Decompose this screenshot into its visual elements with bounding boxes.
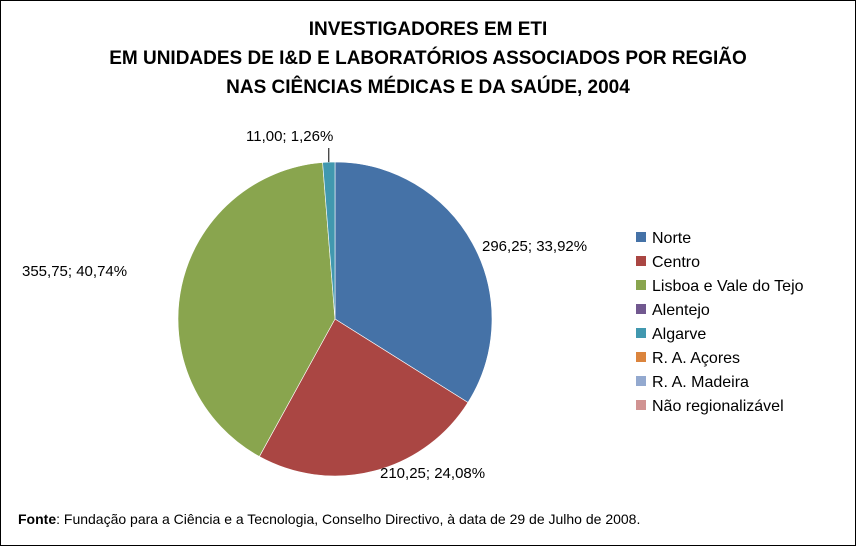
legend-item-lisboa-e-vale-do-tejo: Lisboa e Vale do Tejo [636, 276, 804, 300]
legend-item-norte: Norte [636, 228, 804, 252]
legend-label-centro: Centro [652, 254, 701, 271]
chart-title-line-3: NAS CIÊNCIAS MÉDICAS E DA SAÚDE, 2004 [226, 77, 630, 98]
pie-slice-algarve [322, 161, 336, 320]
data-label-algarve: 11,00; 1,26% [246, 128, 333, 145]
legend: Norte Centro Lisboa e Vale do Tejo Alentejo… [636, 228, 804, 420]
legend-item-centro: Centro [636, 252, 804, 276]
legend-item-r-a-acores: R. A. Açores [636, 348, 804, 372]
legend-label-nao-regionalizavel: Não regionalizável [652, 398, 784, 415]
chart-title-line-2: EM UNIDADES DE I&D E LABORATÓRIOS ASSOCI… [109, 48, 747, 69]
legend-swatch-algarve [636, 327, 646, 338]
legend-label-norte: Norte [652, 230, 692, 247]
legend-label-algarve: Algarve [652, 326, 707, 343]
legend-item-r-a-madeira: R. A. Madeira [636, 372, 804, 396]
legend-swatch-r-a-madeira [636, 375, 646, 386]
source-text: : Fundação para a Ciência e a Tecnologia… [56, 511, 641, 527]
legend-swatch-norte [636, 231, 646, 242]
legend-label-r-a-madeira: R. A. Madeira [652, 374, 749, 391]
legend-item-nao-regionalizavel: Não regionalizável [636, 396, 804, 420]
legend-item-algarve: Algarve [636, 324, 804, 348]
source-note: Fonte: Fundação para a Ciência e a Tecno… [18, 511, 640, 527]
legend-swatch-centro [636, 255, 646, 266]
legend-swatch-nao-regionalizavel [636, 399, 646, 410]
chart-title-line-1: INVESTIGADORES EM ETI [308, 19, 548, 40]
legend-swatch-r-a-acores [636, 351, 646, 362]
data-label-lisboa-e-vale-do-tejo: 355,75; 40,74% [22, 263, 127, 280]
pie-slice-lisboa-e-vale-do-tejo [177, 162, 336, 457]
source-label: Fonte [18, 511, 57, 527]
data-label-centro: 210,25; 24,08% [380, 465, 485, 482]
legend-swatch-alentejo [636, 303, 646, 314]
legend-label-lisboa-e-vale-do-tejo: Lisboa e Vale do Tejo [652, 278, 804, 295]
legend-item-alentejo: Alentejo [636, 300, 804, 324]
legend-label-r-a-acores: R. A. Açores [652, 350, 741, 367]
legend-label-alentejo: Alentejo [652, 302, 710, 319]
data-label-norte: 296,25; 33,92% [482, 238, 587, 255]
pie-slice-norte [334, 161, 493, 403]
legend-swatch-lisboa-e-vale-do-tejo [636, 279, 646, 290]
pie-slice-centro [258, 318, 469, 477]
